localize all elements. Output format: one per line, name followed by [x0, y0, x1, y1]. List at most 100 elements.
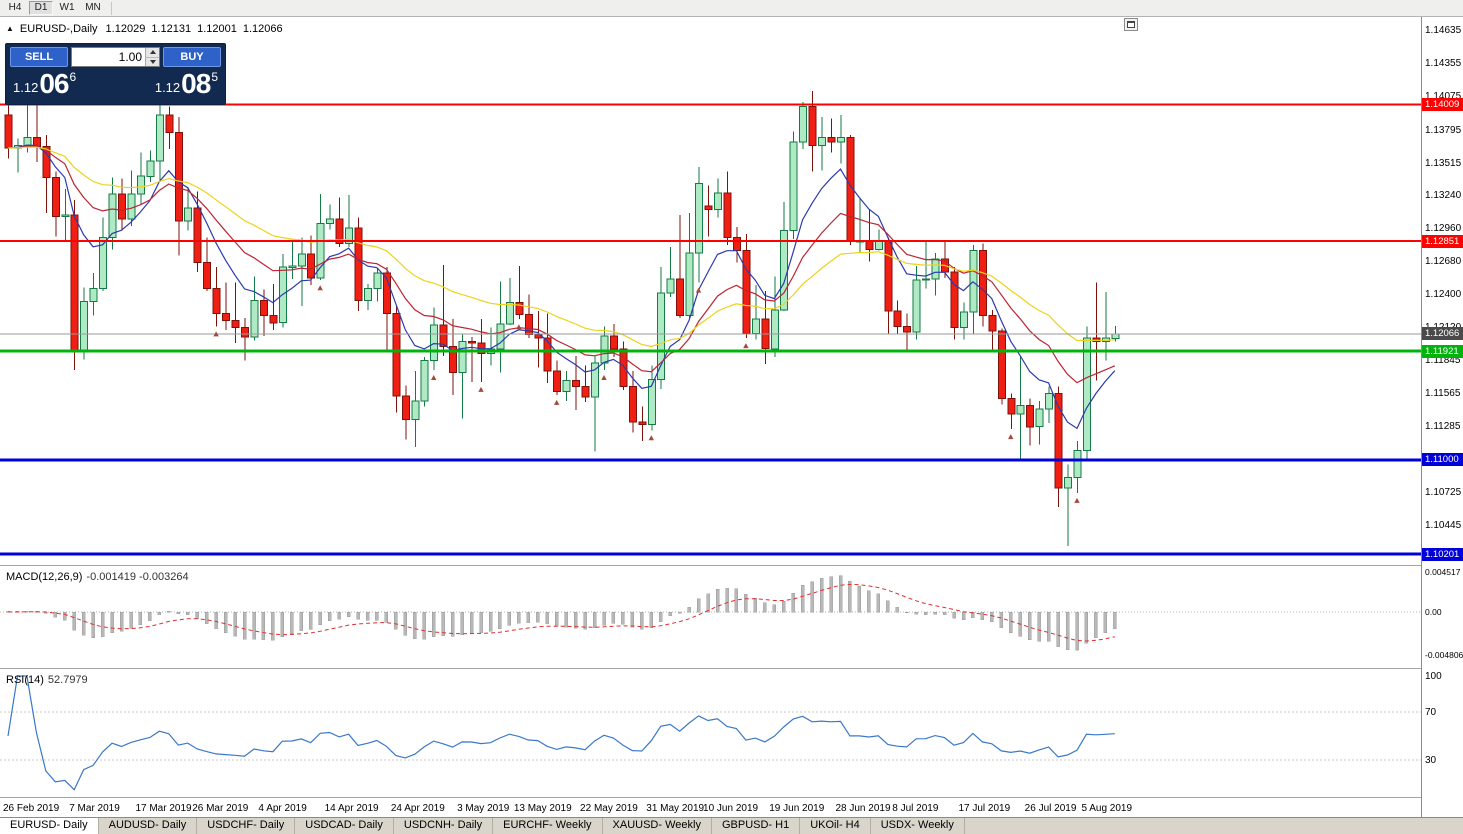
chart-tab-xauusd-weekly[interactable]: XAUUSD- Weekly [603, 818, 712, 834]
macd-indicator-pane[interactable] [0, 566, 1421, 668]
chart-tab-usdchf-daily[interactable]: USDCHF- Daily [197, 818, 296, 834]
macd-histogram [6, 575, 1117, 651]
rsi-label: RSI(14) 52.7979 [6, 674, 88, 686]
ohlc-low-value: 1.12001 [197, 22, 237, 35]
chart-tab-ukoil-h4[interactable]: UKOil- H4 [800, 818, 871, 834]
macd-signal-line [8, 583, 1115, 642]
price-axis-tick: 1.13795 [1425, 124, 1462, 136]
price-level-label: 1.11921 [1422, 344, 1463, 358]
price-axis-tick: 1.11565 [1425, 388, 1461, 400]
chart-tab-eurchf-weekly[interactable]: EURCHF- Weekly [493, 818, 603, 834]
buy-price: 1.12 08 5 [155, 68, 218, 99]
pane-separator-rsi[interactable] [0, 668, 1463, 669]
price-axis-tick: 1.14355 [1425, 58, 1462, 70]
time-axis-label: 10 Jun 2019 [703, 803, 759, 814]
timeframe-button-w1[interactable]: W1 [55, 1, 79, 15]
toolbar-separator [111, 1, 112, 15]
symbol-period-label: EURUSD-,Daily [19, 22, 98, 35]
price-axis-tick: 1.12400 [1425, 289, 1462, 301]
volume-value: 1.00 [118, 50, 142, 64]
chart-tab-audusd-daily[interactable]: AUDUSD- Daily [99, 818, 198, 834]
chart-tab-usdcnh-daily[interactable]: USDCNH- Daily [394, 818, 494, 834]
buy-button[interactable]: BUY [163, 47, 221, 67]
buy-price-big-digits: 08 [181, 68, 211, 99]
macd-axis-value: -0.004806 [1425, 649, 1463, 660]
macd-axis-value: 0.004517 [1425, 567, 1461, 577]
level-lines-layer [0, 103, 1421, 556]
timeframe-button-h4[interactable]: H4 [3, 1, 27, 15]
time-axis-label: 28 Jun 2019 [835, 803, 891, 814]
rsi-axis-value: 30 [1425, 755, 1437, 766]
ohlc-open-value: 1.12029 [105, 22, 146, 35]
sell-price-prefix: 1.12 [13, 80, 39, 95]
bid-price-label: 1.12066 [1422, 327, 1463, 341]
time-axis-label: 4 Apr 2019 [258, 803, 307, 814]
volume-input[interactable]: 1.00 [71, 47, 160, 67]
sell-price-big-digits: 06 [39, 68, 69, 99]
price-axis-tick: 1.14075 [1425, 91, 1461, 102]
moving-average-8 [7, 144, 1116, 430]
time-axis-label: 26 Mar 2019 [192, 803, 249, 814]
chart-tab-usdcad-daily[interactable]: USDCAD- Daily [295, 818, 394, 834]
sell-price: 1.12 06 6 [13, 68, 76, 99]
macd-axis-value: 0.00 [1425, 607, 1442, 617]
buy-price-prefix: 1.12 [154, 80, 181, 95]
oh lc-high-value: 1.12131 [151, 22, 192, 35]
macd-signal-value: -0.003264 [139, 571, 189, 583]
buy-price-pipette: 5 [211, 70, 218, 84]
moving-average-34 [7, 146, 1115, 348]
pane-separator-macd[interactable] [0, 565, 1463, 566]
volume-decrease-button[interactable] [146, 57, 159, 66]
volume-spinner [145, 48, 159, 66]
chart-tab-usdx-weekly[interactable]: USDX- Weekly [871, 818, 965, 834]
pane-separator-bottom [0, 797, 1463, 798]
time-axis-label: 31 May 2019 [646, 803, 705, 814]
rsi-value: 52.7979 [47, 674, 88, 686]
rsi-axis-value: 100 [1425, 671, 1442, 682]
time-axis-label: 17 Jul 2019 [958, 803, 1011, 814]
price-axis-tick: 1.12680 [1425, 256, 1462, 268]
volume-increase-button[interactable] [146, 48, 159, 58]
time-axis[interactable]: 26 Feb 2019 7 Mar 2019 17 Mar 2019 26 Mar 2… [0, 799, 1421, 817]
macd-main-value: -0.001419 [86, 571, 136, 583]
time-axis-label: 5 Aug 2019 [1081, 803, 1133, 814]
price-level-label: 1.11000 [1422, 453, 1463, 467]
price-axis-tick: 1.11285 [1425, 421, 1461, 433]
chart-tab-eurusd-daily[interactable]: EURUSD- Daily [0, 818, 99, 834]
timeframe-button-d1[interactable]: D1 [29, 1, 53, 15]
price-axis-tick: 1.13240 [1425, 190, 1462, 202]
rsi-axis-value: 70 [1425, 707, 1437, 718]
price-axis-tick: 1.11845 [1425, 354, 1461, 366]
price-axis[interactable]: 1.14635 1.14355 1.14075 1.13795 1.13515 1.132… [1421, 17, 1463, 817]
time-axis-label: 26 Feb 2019 [3, 803, 60, 814]
price-chart-pane[interactable] [0, 38, 1421, 565]
panel-collapse-icon[interactable]: ▲ [6, 23, 14, 33]
sell-button[interactable]: SELL [10, 47, 68, 67]
window-restore-button[interactable] [1124, 18, 1138, 31]
price-axis-tick: 1.10725 [1425, 487, 1462, 499]
one-click-trading-panel: SELL 1.00 BUY 1.12 06 6 1.12 08 5 [5, 43, 226, 105]
time-axis-label: 3 May 2019 [457, 803, 510, 814]
moving-average-17 [7, 145, 1116, 384]
rsi-indicator-pane[interactable] [0, 669, 1421, 797]
restore-icon [1127, 21, 1135, 28]
time-axis-label: 22 May 2019 [580, 803, 638, 814]
timeframe-button-mn[interactable]: MN [81, 1, 105, 15]
signal-markers-layer [213, 285, 1080, 503]
price-axis-tick: 1.13515 [1425, 157, 1462, 169]
time-axis-label: 26 Jul 2019 [1024, 803, 1077, 814]
time-axis-label: 8 Jul 2019 [892, 803, 939, 814]
time-axis-label: 13 May 2019 [513, 803, 572, 814]
rsi-line [7, 675, 1115, 791]
price-level-label: 1.14009 [1422, 97, 1463, 111]
price-axis-tick: 1.12960 [1425, 223, 1462, 235]
price-axis-tick: 1.10445 [1425, 520, 1462, 532]
time-axis-label: 7 Mar 2019 [69, 803, 120, 814]
price-axis-tick: 1.14635 [1425, 25, 1462, 37]
price-level-label: 1.10201 [1422, 547, 1463, 561]
time-axis-label: 17 Mar 2019 [135, 803, 192, 814]
chart-info-bar: ▲ EURUSD-,Daily 1.12029 1.12131 1.12001 … [6, 21, 283, 36]
sell-price-pipette: 6 [69, 70, 77, 84]
chart-tab-gbpusd-h1[interactable]: GBPUSD- H1 [712, 818, 801, 834]
